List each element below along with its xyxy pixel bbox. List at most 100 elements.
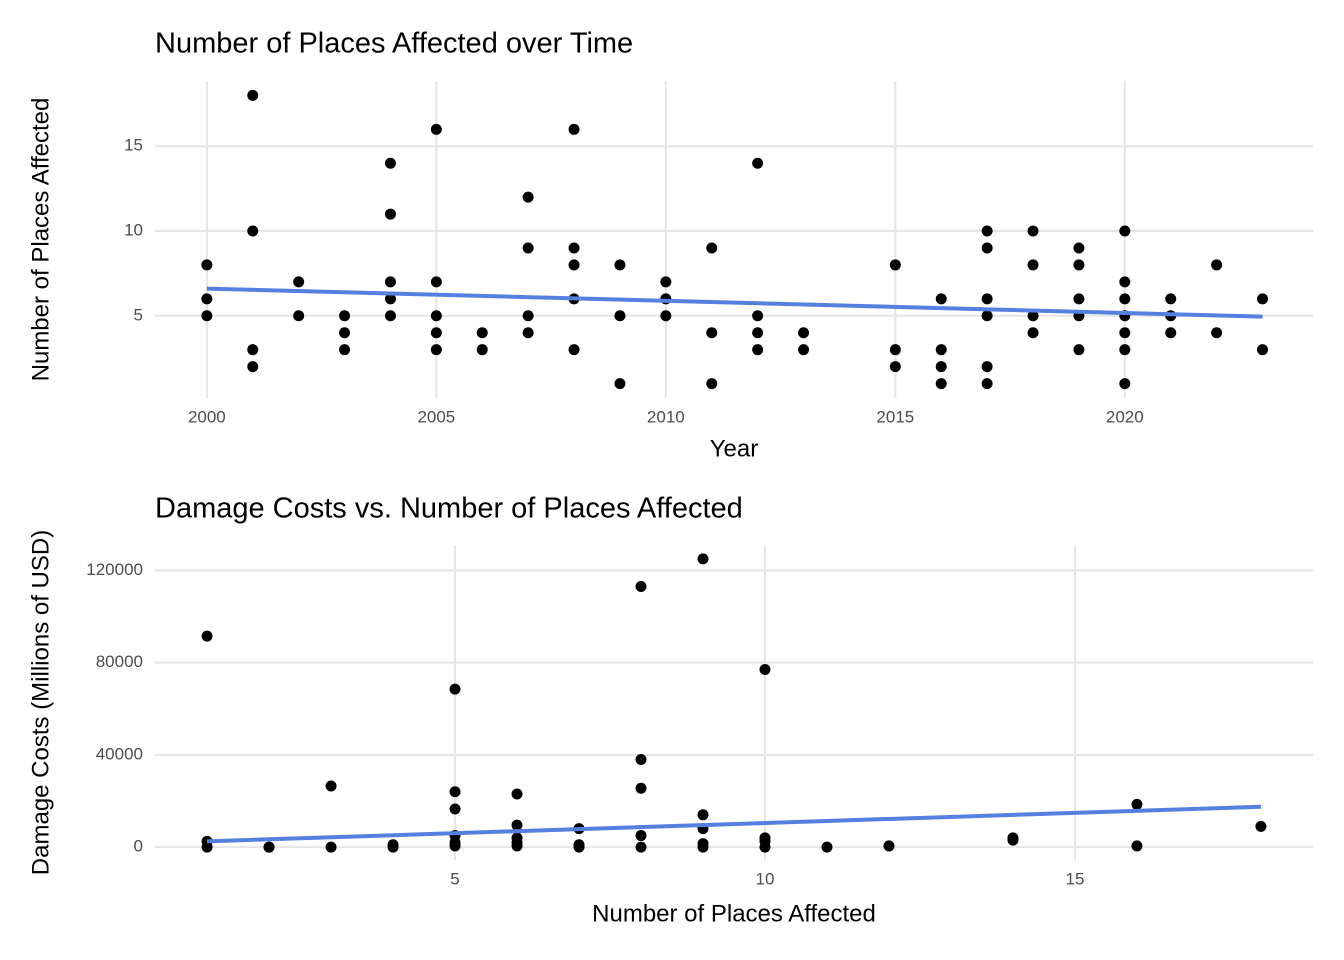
y-axis-title: Number of Places Affected bbox=[27, 98, 54, 382]
point bbox=[752, 157, 764, 169]
x-tick-label: 2020 bbox=[1106, 407, 1144, 426]
point bbox=[1073, 344, 1085, 356]
x-axis-title: Year bbox=[710, 435, 759, 462]
point bbox=[798, 327, 810, 339]
point bbox=[635, 830, 647, 842]
point bbox=[1027, 259, 1039, 271]
point bbox=[1119, 293, 1131, 305]
point bbox=[339, 327, 351, 339]
point bbox=[1165, 293, 1177, 305]
point bbox=[981, 242, 993, 254]
point bbox=[201, 293, 213, 305]
point bbox=[759, 664, 771, 676]
y-tick-label: 15 bbox=[124, 136, 143, 155]
y-axis-title: Damage Costs (Millions of USD) bbox=[27, 530, 54, 875]
point bbox=[935, 361, 947, 373]
point bbox=[889, 344, 901, 356]
point bbox=[706, 242, 718, 254]
point bbox=[1027, 310, 1039, 322]
point bbox=[247, 89, 259, 101]
point bbox=[384, 293, 396, 305]
point bbox=[430, 344, 442, 356]
point bbox=[981, 310, 993, 322]
y-tick-label: 10 bbox=[124, 221, 143, 240]
point bbox=[522, 242, 534, 254]
point bbox=[635, 753, 647, 765]
point bbox=[981, 361, 993, 373]
point bbox=[759, 841, 771, 853]
point bbox=[752, 344, 764, 356]
point bbox=[325, 841, 337, 853]
point bbox=[981, 378, 993, 390]
chart-title: Number of Places Affected over Time bbox=[155, 28, 633, 60]
point bbox=[1073, 242, 1085, 254]
point bbox=[798, 344, 810, 356]
x-tick-label: 5 bbox=[450, 869, 459, 888]
point bbox=[511, 840, 523, 852]
point bbox=[449, 803, 461, 815]
point bbox=[522, 327, 534, 339]
x-tick-label: 2010 bbox=[647, 407, 685, 426]
point bbox=[293, 276, 305, 288]
point bbox=[247, 361, 259, 373]
point bbox=[339, 310, 351, 322]
point bbox=[706, 378, 718, 390]
point bbox=[1211, 327, 1223, 339]
point bbox=[1131, 840, 1143, 852]
y-tick-label: 80000 bbox=[96, 652, 143, 671]
point bbox=[430, 276, 442, 288]
point bbox=[387, 841, 399, 853]
point bbox=[430, 123, 442, 135]
point bbox=[247, 344, 259, 356]
point bbox=[821, 841, 833, 853]
point bbox=[635, 841, 647, 853]
point bbox=[430, 310, 442, 322]
point bbox=[449, 840, 461, 852]
point bbox=[476, 344, 488, 356]
point bbox=[1257, 293, 1269, 305]
point bbox=[614, 378, 626, 390]
x-tick-label: 15 bbox=[1065, 869, 1084, 888]
point bbox=[1027, 225, 1039, 237]
point bbox=[568, 123, 580, 135]
point bbox=[1165, 327, 1177, 339]
point bbox=[511, 788, 523, 800]
point bbox=[981, 225, 993, 237]
point bbox=[384, 310, 396, 322]
x-tick-label: 2005 bbox=[417, 407, 455, 426]
point bbox=[752, 327, 764, 339]
trend-line bbox=[207, 804, 1261, 844]
point bbox=[635, 782, 647, 794]
point bbox=[1073, 293, 1085, 305]
point bbox=[201, 630, 213, 642]
y-tick-label: 40000 bbox=[96, 744, 143, 763]
point bbox=[752, 310, 764, 322]
point bbox=[1211, 259, 1223, 271]
point bbox=[449, 786, 461, 798]
point bbox=[201, 310, 213, 322]
point bbox=[1131, 798, 1143, 810]
point bbox=[697, 841, 709, 853]
point bbox=[1255, 820, 1267, 832]
point bbox=[614, 310, 626, 322]
point bbox=[522, 310, 534, 322]
point bbox=[1119, 327, 1131, 339]
y-tick-label: 0 bbox=[134, 837, 143, 856]
point bbox=[476, 327, 488, 339]
point bbox=[573, 841, 585, 853]
point bbox=[522, 191, 534, 203]
point bbox=[1119, 276, 1131, 288]
point bbox=[201, 841, 213, 853]
point bbox=[935, 293, 947, 305]
point bbox=[568, 242, 580, 254]
point bbox=[635, 581, 647, 593]
point bbox=[1257, 344, 1269, 356]
y-tick-label: 5 bbox=[134, 305, 143, 324]
point bbox=[697, 553, 709, 565]
point bbox=[981, 293, 993, 305]
point bbox=[247, 225, 259, 237]
point bbox=[1027, 327, 1039, 339]
point bbox=[660, 276, 672, 288]
point bbox=[263, 841, 275, 853]
trend-line bbox=[206, 286, 1263, 319]
